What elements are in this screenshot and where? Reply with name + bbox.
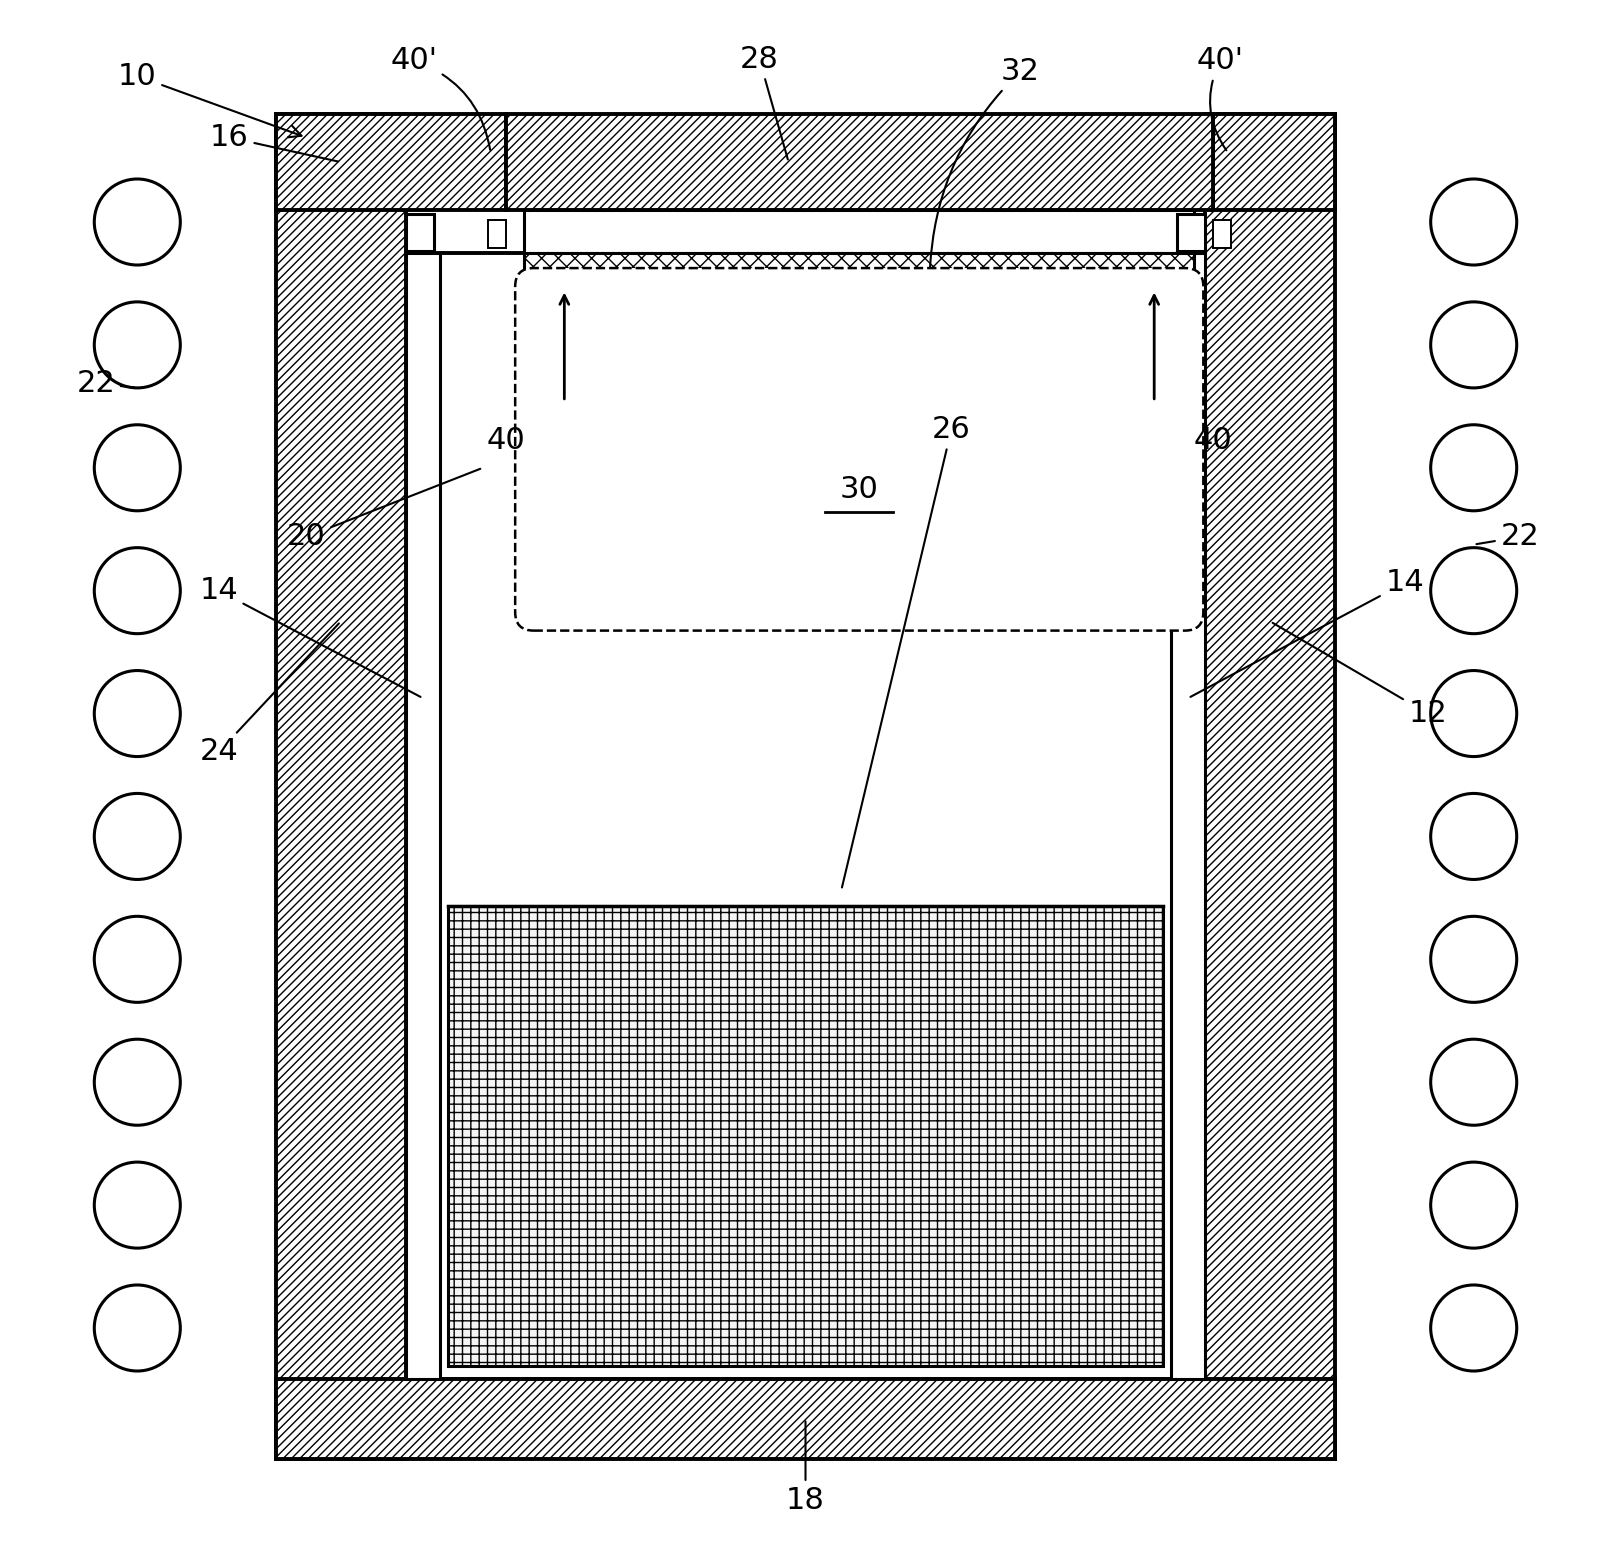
Text: 28: 28	[739, 45, 788, 160]
Text: 40: 40	[1194, 426, 1232, 454]
Bar	[1213, 115, 1336, 209]
Text: 18: 18	[786, 1421, 825, 1514]
Text: 26: 26	[843, 415, 971, 888]
Text: 24: 24	[200, 623, 338, 766]
Text: 10: 10	[118, 62, 301, 138]
Bar	[525, 209, 1194, 253]
Bar	[275, 115, 506, 209]
Text: 16: 16	[209, 122, 338, 161]
Text: 40': 40'	[390, 46, 490, 150]
Bar	[506, 115, 1213, 209]
Text: 14: 14	[200, 577, 420, 698]
Bar	[488, 220, 506, 248]
Text: 32: 32	[930, 57, 1041, 267]
Bar	[448, 905, 1163, 1367]
Text: 22: 22	[1476, 522, 1539, 552]
Text: 20: 20	[287, 468, 480, 552]
Bar	[1171, 253, 1205, 1378]
Text: 14: 14	[1191, 569, 1424, 698]
Bar	[1205, 115, 1336, 1459]
FancyBboxPatch shape	[516, 268, 1203, 631]
Bar	[406, 214, 433, 251]
Bar	[275, 1378, 1336, 1459]
Bar	[406, 253, 440, 1378]
Bar	[1213, 220, 1231, 248]
Text: 40': 40'	[1197, 46, 1244, 150]
Text: 12: 12	[1273, 623, 1447, 728]
Bar	[406, 253, 1205, 1378]
Bar	[275, 115, 406, 1459]
Bar	[1178, 214, 1205, 251]
Text: 22: 22	[76, 369, 135, 398]
Text: 30: 30	[839, 474, 878, 504]
Bar	[525, 287, 1194, 625]
Text: 40: 40	[487, 426, 525, 454]
Bar	[525, 253, 1194, 287]
